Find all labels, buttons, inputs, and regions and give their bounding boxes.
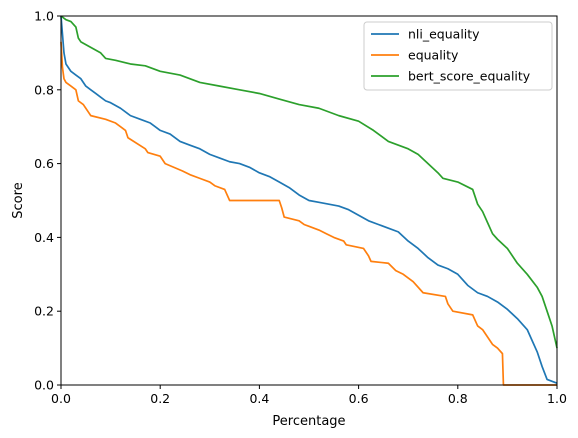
- x-tick-label: 0.0: [51, 391, 71, 406]
- legend-label-nli-equality: nli_equality: [408, 27, 480, 42]
- series-line-nli-equality: [60, 15, 558, 384]
- y-tick-label: 0.0: [34, 378, 54, 393]
- y-tick-label: 0.4: [34, 230, 54, 245]
- x-axis-label: Percentage: [272, 414, 345, 429]
- legend-label-equality: equality: [408, 48, 459, 63]
- x-tick-label: 0.4: [249, 391, 269, 406]
- x-tick-label: 0.2: [150, 391, 170, 406]
- legend-box: [363, 21, 553, 91]
- legend-label-bert-score-equality: bert_score_equality: [408, 69, 531, 84]
- series-line-equality: [60, 41, 557, 386]
- y-tick-label: 0.2: [34, 304, 54, 319]
- series-layer: [60, 15, 558, 386]
- x-tick-label: 0.8: [448, 391, 468, 406]
- y-axis-label: Score: [11, 182, 26, 218]
- x-tick-label: 0.6: [349, 391, 369, 406]
- series-line-bert-score-equality: [60, 15, 558, 349]
- y-tick-label: 1.0: [34, 9, 54, 24]
- y-tick-label: 0.6: [34, 156, 54, 171]
- x-tick-label: 1.0: [547, 391, 567, 406]
- legend: nli_equality equality bert_score_equalit…: [363, 21, 553, 91]
- y-tick-label: 0.8: [34, 82, 54, 97]
- axis-ticks: 0.0 0.2 0.4 0.6 0.8 1.0 0.0 0.2 0.4 0.6 0.8 1.0: [34, 9, 567, 407]
- plot-area-frame: [60, 15, 558, 386]
